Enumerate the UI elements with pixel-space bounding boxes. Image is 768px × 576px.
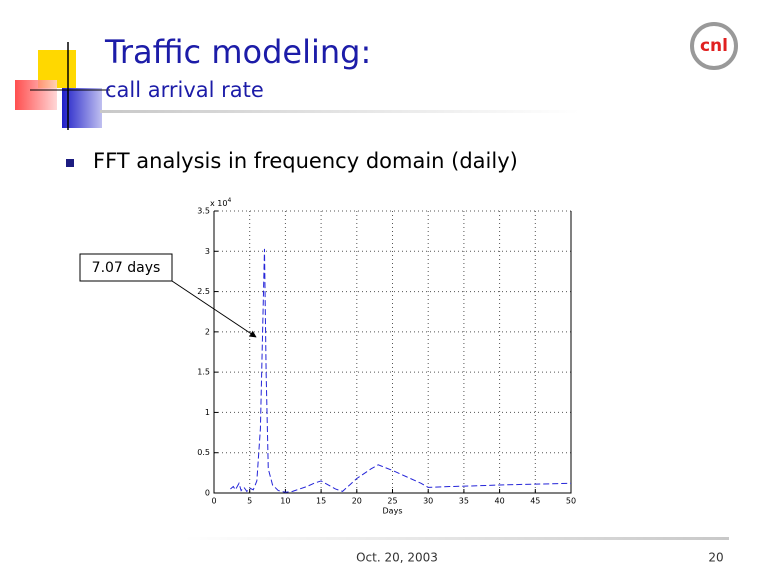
x-tick-label: 5	[247, 497, 252, 506]
decoration	[15, 42, 729, 540]
footer-date: Oct. 20, 2003	[356, 551, 438, 565]
y-multiplier-exponent: 4	[227, 197, 231, 204]
x-tick-label: 25	[387, 497, 397, 506]
chart: 0 0.5 1 1.5 2 2.5 3 3.5 0 5 10 15 20 25 30 35 40 45 50 Days…	[197, 197, 576, 516]
y-tick-label: 0	[205, 489, 210, 498]
x-axis-label: Days	[383, 507, 403, 516]
x-tick-label: 10	[280, 497, 290, 506]
x-tick-label: 35	[459, 497, 469, 506]
y-multiplier: x 104	[210, 197, 231, 208]
axes	[213, 211, 572, 494]
slide-title: Traffic modeling:	[104, 33, 371, 71]
bullet-text: FFT analysis in frequency domain (daily)	[93, 149, 518, 173]
x-tick-label: 45	[530, 497, 540, 506]
annotation: 7.07 days	[92, 260, 161, 276]
logo-text: cnl	[700, 36, 728, 56]
x-tick-label: 50	[566, 497, 576, 506]
y-tick-label: 0.5	[197, 448, 210, 457]
bullet-marker	[66, 159, 74, 167]
annotation-box	[79, 253, 173, 282]
y-tick-label: 3.5	[197, 207, 210, 216]
data-line	[230, 248, 572, 493]
slide-subtitle: call arrival rate	[105, 78, 264, 102]
x-tick-label: 15	[316, 497, 326, 506]
x-tick-label: 0	[211, 497, 216, 506]
page-number: 20	[708, 551, 723, 565]
logo: cnl	[690, 22, 738, 70]
y-tick-label: 3	[205, 247, 210, 256]
y-tick-label: 2	[205, 327, 210, 336]
y-tick-label: 1.5	[197, 368, 210, 377]
y-tick-label: 1	[205, 408, 210, 417]
y-tick-label: 2.5	[197, 287, 210, 296]
x-tick-label: 20	[352, 497, 362, 506]
x-tick-label: 30	[423, 497, 433, 506]
x-tick-label: 40	[495, 497, 505, 506]
y-multiplier-base: x 10	[210, 199, 227, 208]
